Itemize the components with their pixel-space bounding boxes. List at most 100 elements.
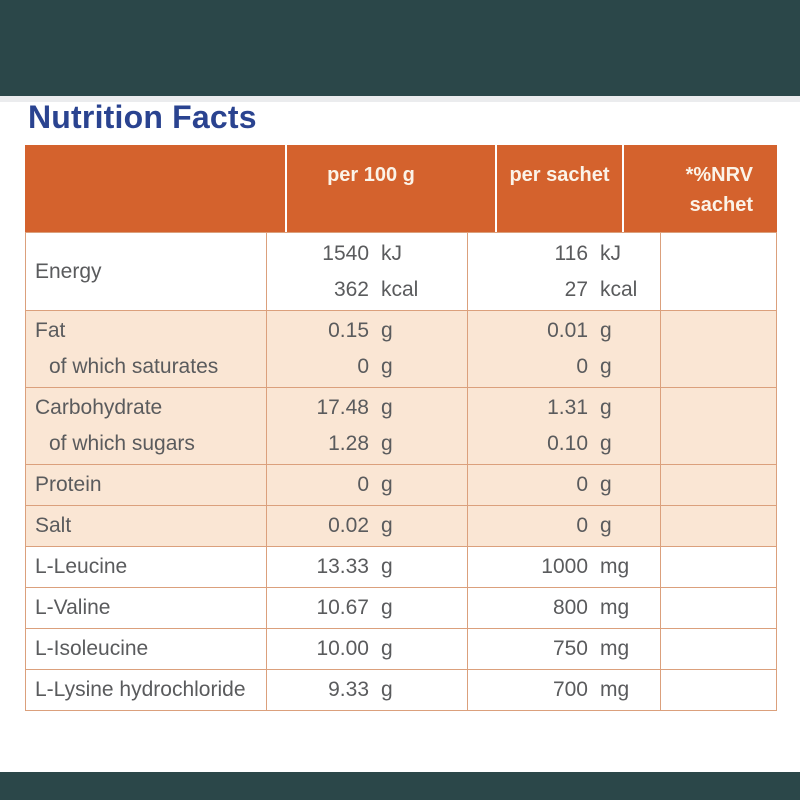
header-nrv-line2: sachet bbox=[689, 194, 753, 216]
value-number: 0 bbox=[576, 355, 588, 378]
value-unit: g bbox=[381, 596, 393, 619]
value-number: 17.48 bbox=[316, 396, 369, 419]
value-unit: g bbox=[600, 355, 612, 378]
table-row: Energy 1540 kJ 362 kcal 116 kJ 27 kcal bbox=[26, 233, 776, 310]
per-100g-cell: 10.67 g bbox=[266, 588, 467, 628]
row-label: Protein bbox=[35, 473, 102, 496]
value-number: 10.67 bbox=[316, 596, 369, 619]
value-unit: g bbox=[381, 637, 393, 660]
value-unit: mg bbox=[600, 555, 630, 578]
per-sachet-cell: 700 mg bbox=[467, 670, 660, 710]
header-cell-per-100g: per 100 g bbox=[287, 145, 495, 232]
value-line: 1.31 g bbox=[468, 390, 646, 426]
row-label-cell: Carbohydrate of which sugars bbox=[26, 388, 266, 464]
value-unit: mg bbox=[600, 678, 630, 701]
bottom-letterbox-band bbox=[0, 772, 800, 800]
nrv-cell bbox=[660, 311, 776, 387]
value-unit: g bbox=[381, 319, 393, 342]
value-number: 116 bbox=[554, 241, 588, 265]
value-line: 700 mg bbox=[468, 672, 646, 708]
row-label: Salt bbox=[35, 514, 72, 537]
value-number: 700 bbox=[552, 678, 588, 701]
row-label-cell: Salt bbox=[26, 506, 266, 546]
value-line: 10.67 g bbox=[267, 590, 427, 626]
row-label-cell: L-Isoleucine bbox=[26, 629, 266, 669]
header-cell-per-sachet: per sachet bbox=[497, 145, 622, 232]
row-label-cell: L-Valine bbox=[26, 588, 266, 628]
per-sachet-cell: 0.01 g 0 g bbox=[467, 311, 660, 387]
value-line: 116 kJ bbox=[468, 236, 646, 272]
value-number: 1.28 bbox=[328, 432, 369, 455]
value-line: 750 mg bbox=[468, 631, 646, 667]
per-100g-cell: 0.15 g 0 g bbox=[266, 311, 467, 387]
value-number: 362 bbox=[333, 277, 369, 301]
per-100g-cell: 17.48 g 1.28 g bbox=[266, 388, 467, 464]
nrv-cell bbox=[660, 588, 776, 628]
per-100g-cell: 13.33 g bbox=[266, 547, 467, 587]
value-unit: g bbox=[600, 514, 612, 537]
nrv-cell bbox=[660, 465, 776, 505]
value-unit: g bbox=[600, 396, 612, 419]
per-sachet-cell: 1.31 g 0.10 g bbox=[467, 388, 660, 464]
header-divider-strip bbox=[0, 96, 800, 102]
value-line: 1000 mg bbox=[468, 549, 646, 585]
value-number: 0.10 bbox=[547, 432, 588, 455]
table-row: Carbohydrate of which sugars 17.48 g 1.28 g 1.… bbox=[26, 387, 776, 464]
value-unit: g bbox=[600, 319, 612, 342]
row-sublabel: of which sugars bbox=[49, 432, 195, 455]
value-number: 0 bbox=[357, 355, 369, 378]
row-label: L-Valine bbox=[35, 596, 111, 619]
value-number: 800 bbox=[552, 596, 588, 619]
value-unit: g bbox=[381, 555, 393, 578]
value-unit: g bbox=[381, 355, 393, 378]
value-number: 0.15 bbox=[328, 319, 369, 342]
value-line: 0.15 g bbox=[267, 313, 427, 349]
value-unit: g bbox=[381, 514, 393, 537]
per-sachet-cell: 116 kJ 27 kcal bbox=[467, 233, 660, 310]
value-unit: g bbox=[381, 678, 393, 701]
value-unit: g bbox=[600, 432, 612, 455]
nutrition-table: per 100 g per sachet *%NRV sachet Energy… bbox=[25, 145, 777, 711]
table-row: L-Isoleucine 10.00 g 750 mg bbox=[26, 628, 776, 669]
value-line: 9.33 g bbox=[267, 672, 427, 708]
top-letterbox-band bbox=[0, 0, 800, 96]
per-100g-cell: 0.02 g bbox=[266, 506, 467, 546]
row-label-cell: L-Lysine hydrochloride bbox=[26, 670, 266, 710]
header-cell-nrv: *%NRV sachet bbox=[624, 145, 777, 232]
value-number: 0 bbox=[576, 514, 588, 537]
value-unit: mg bbox=[600, 596, 630, 619]
value-number: 0 bbox=[357, 473, 369, 496]
value-line: 17.48 g bbox=[267, 390, 427, 426]
value-unit: g bbox=[381, 473, 393, 496]
nrv-cell bbox=[660, 506, 776, 546]
per-sachet-cell: 800 mg bbox=[467, 588, 660, 628]
value-line: 800 mg bbox=[468, 590, 646, 626]
value-line: 10.00 g bbox=[267, 631, 427, 667]
value-unit: kJ bbox=[381, 241, 402, 265]
value-line: 0.02 g bbox=[267, 508, 427, 544]
per-100g-cell: 9.33 g bbox=[266, 670, 467, 710]
per-sachet-cell: 750 mg bbox=[467, 629, 660, 669]
row-label: Carbohydrate bbox=[35, 396, 163, 419]
row-label: Fat bbox=[35, 319, 66, 342]
value-number: 27 bbox=[564, 277, 588, 301]
value-number: 0.01 bbox=[547, 319, 588, 342]
value-line: 27 kcal bbox=[468, 272, 646, 308]
value-line: 362 kcal bbox=[267, 272, 427, 308]
row-sublabel: of which saturates bbox=[49, 355, 219, 378]
table-body: Energy 1540 kJ 362 kcal 116 kJ 27 kcal Fat of whic… bbox=[25, 232, 777, 711]
value-line: 0.01 g bbox=[468, 313, 646, 349]
value-number: 0 bbox=[576, 473, 588, 496]
value-number: 750 bbox=[552, 637, 588, 660]
header-cell-blank bbox=[25, 145, 285, 232]
value-line: 0.10 g bbox=[468, 426, 646, 462]
